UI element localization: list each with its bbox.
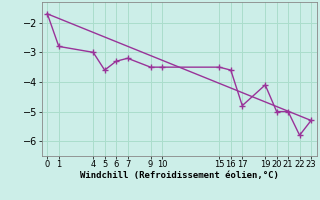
X-axis label: Windchill (Refroidissement éolien,°C): Windchill (Refroidissement éolien,°C) — [80, 171, 279, 180]
